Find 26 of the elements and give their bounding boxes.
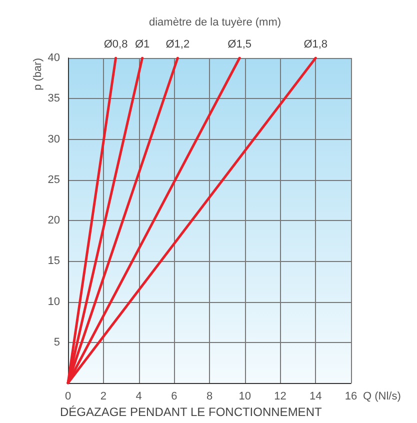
series-label: Ø1,5: [228, 38, 252, 50]
x-tick-label: 4: [136, 390, 142, 402]
y-tick-label: 15: [48, 255, 60, 268]
chart-title: diamètre de la tuyère (mm): [148, 16, 282, 28]
series-label: Ø0,8: [104, 38, 128, 50]
y-tick-label: 10: [48, 296, 60, 308]
x-tick-label: 0: [64, 390, 72, 402]
x-tick-label: 2: [100, 390, 106, 402]
x-tick-label: 6: [171, 390, 178, 402]
series-label: Ø1: [134, 38, 150, 50]
series-label: Ø1,8: [304, 38, 328, 50]
text: DÉGAZAGE PENDANT LE FONCTIONNEMENT: [60, 405, 322, 419]
x-tick-label: 16: [344, 390, 358, 402]
y-tick-label: 25: [48, 174, 60, 186]
y-axis-title: p (bar): [32, 58, 44, 90]
y-tick-label: 35: [48, 92, 60, 105]
y-tick-label: 30: [48, 133, 60, 146]
y-tick-label: 5: [54, 336, 60, 348]
y-tick-label: 40: [48, 52, 60, 64]
x-axis-title: Q (Nl/s): [363, 390, 401, 402]
x-tick-label: 8: [206, 390, 213, 402]
series-label: Ø1,2: [166, 38, 190, 50]
x-tick-label: 10: [238, 390, 251, 402]
y-tick-label: 20: [48, 214, 60, 226]
x-tick-label: 14: [310, 390, 322, 402]
x-tick-label: 12: [274, 390, 286, 402]
